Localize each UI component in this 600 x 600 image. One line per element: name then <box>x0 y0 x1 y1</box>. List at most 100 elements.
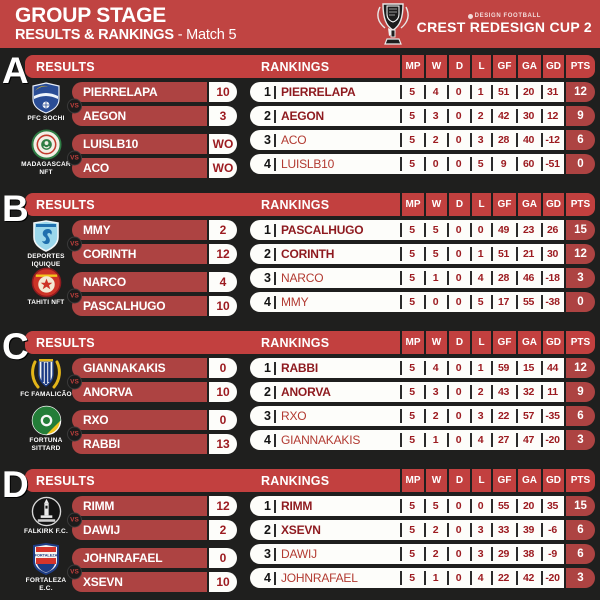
column-header-w: W <box>424 193 447 216</box>
result-team-name: RABBI <box>72 434 207 454</box>
ranking-team-cell: 1 RABBI <box>250 358 400 378</box>
result-team-score: 0 <box>207 548 237 568</box>
rank-number: 1 <box>264 361 271 375</box>
rank-divider <box>274 385 276 399</box>
stat-mp: 5 <box>400 268 424 288</box>
rank-number: 4 <box>264 295 271 309</box>
ranking-team-name: RIMM <box>281 499 313 513</box>
stat-l: 1 <box>470 244 491 264</box>
match-pair: RIMM 12 DAWIJ 2 VS <box>67 496 237 544</box>
stat-w: 3 <box>424 106 447 126</box>
club-badge-falkirk: FALKIRK F.C. <box>20 496 72 543</box>
group-letter: C <box>2 326 29 367</box>
stat-ga: 20 <box>516 496 541 516</box>
stat-pts: 12 <box>564 358 595 378</box>
match-pair: GIANNAKAKIS 0 ANORVA 10 VS <box>67 358 237 406</box>
stat-ga: 30 <box>516 106 541 126</box>
rank-number: 1 <box>264 85 271 99</box>
stat-gd: -18 <box>541 268 564 288</box>
column-header-pts: PTS <box>564 55 595 78</box>
stat-ga: 38 <box>516 544 541 564</box>
ranking-team-cell: 4 LUISLB10 <box>250 154 400 174</box>
sochi-crest-icon <box>31 82 61 114</box>
stat-gf: 28 <box>491 130 516 150</box>
stat-gf: 43 <box>491 382 516 402</box>
ranking-team-cell: 3 ACO <box>250 130 400 150</box>
stat-gf: 17 <box>491 292 516 312</box>
rank-divider <box>274 247 276 261</box>
stat-gf: 22 <box>491 568 516 588</box>
group-letter: A <box>2 50 29 91</box>
stat-gd: 35 <box>541 496 564 516</box>
result-team-score: 3 <box>207 106 237 126</box>
ranking-row: 1 RIMM 5 5 0 0 55 20 35 15 <box>250 496 595 516</box>
column-header-gd: GD <box>541 55 564 78</box>
result-team-name: RIMM <box>72 496 207 516</box>
club-badge-fortaleza: FORTALEZA FORTALEZA E.C. <box>20 542 72 592</box>
ranking-row: 2 ANORVA 5 3 0 2 43 32 11 9 <box>250 382 595 402</box>
brand-small-label: DESIGN FOOTBALL <box>474 13 541 19</box>
result-team-score: 10 <box>207 296 237 316</box>
brand-text: DESIGN FOOTBALL CREST REDESIGN CUP 2 <box>417 13 592 35</box>
column-header-mp: MP <box>400 331 424 354</box>
rank-divider <box>274 409 276 423</box>
header-bar-gap <box>237 469 250 492</box>
stat-pts: 3 <box>564 430 595 450</box>
stat-d: 0 <box>447 406 470 426</box>
column-header-gd: GD <box>541 469 564 492</box>
result-row: ACO WO <box>72 158 237 178</box>
club-badge-tahiti: TAHITI NFT <box>20 267 72 314</box>
stat-ga: 32 <box>516 382 541 402</box>
rankings-header-label: RANKINGS <box>261 335 330 350</box>
column-header-pts: PTS <box>564 331 595 354</box>
ranking-team-cell: 3 NARCO <box>250 268 400 288</box>
stat-mp: 5 <box>400 106 424 126</box>
club-name: FORTUNA SITTARD <box>29 437 63 452</box>
result-row: PIERRELAPA 10 <box>72 82 237 102</box>
club-name: TAHITI NFT <box>27 299 65 306</box>
stat-column-headers: MP W D L GF GA GD PTS <box>400 55 595 78</box>
stat-pts: 6 <box>564 520 595 540</box>
stat-l: 3 <box>470 406 491 426</box>
stat-gd: -6 <box>541 520 564 540</box>
rankings-column: 1 PIERRELAPA 5 4 0 1 51 20 31 12 2 AEGON 5 3 0 2 42 30 12 9… <box>250 82 595 186</box>
rank-number: 4 <box>264 157 271 171</box>
match-pair: JOHNRAFAEL 0 XSEVN 10 VS <box>67 548 237 596</box>
stat-gf: 55 <box>491 496 516 516</box>
stat-ga: 55 <box>516 292 541 312</box>
stat-gf: 51 <box>491 244 516 264</box>
column-header-d: D <box>447 469 470 492</box>
stat-w: 4 <box>424 82 447 102</box>
stat-gd: -12 <box>541 130 564 150</box>
group-header-bar: RESULTS RANKINGS MP W D L GF GA GD PTS <box>25 55 595 78</box>
rankings-header-label: RANKINGS <box>261 473 330 488</box>
results-header-label: RESULTS <box>36 335 95 350</box>
result-row: NARCO 4 <box>72 272 237 292</box>
result-team-name: RXO <box>72 410 207 430</box>
stat-l: 1 <box>470 82 491 102</box>
stat-l: 4 <box>470 268 491 288</box>
club-badges-column: FALKIRK F.C. FORTALEZA FORTALEZA E.C. <box>20 496 72 600</box>
ranking-team-name: NARCO <box>281 271 324 285</box>
stat-ga: 47 <box>516 430 541 450</box>
stat-pts: 0 <box>564 292 595 312</box>
stat-w: 5 <box>424 244 447 264</box>
column-header-mp: MP <box>400 469 424 492</box>
column-header-ga: GA <box>516 331 541 354</box>
group-content: FALKIRK F.C. FORTALEZA FORTALEZA E.C. RIMM… <box>0 496 600 600</box>
result-team-name: PASCALHUGO <box>72 296 207 316</box>
stat-mp: 5 <box>400 496 424 516</box>
stat-d: 0 <box>447 358 470 378</box>
ranking-row: 4 LUISLB10 5 0 0 5 9 60 -51 0 <box>250 154 595 174</box>
rank-number: 3 <box>264 547 271 561</box>
rank-divider <box>274 571 276 585</box>
stat-column-headers: MP W D L GF GA GD PTS <box>400 469 595 492</box>
stat-gf: 49 <box>491 220 516 240</box>
club-name: FALKIRK F.C. <box>24 528 68 535</box>
brand-small-line: DESIGN FOOTBALL <box>417 13 592 19</box>
result-row: JOHNRAFAEL 0 <box>72 548 237 568</box>
stat-w: 3 <box>424 382 447 402</box>
stat-gd: 30 <box>541 244 564 264</box>
stat-w: 1 <box>424 268 447 288</box>
ranking-row: 3 ACO 5 2 0 3 28 40 -12 6 <box>250 130 595 150</box>
